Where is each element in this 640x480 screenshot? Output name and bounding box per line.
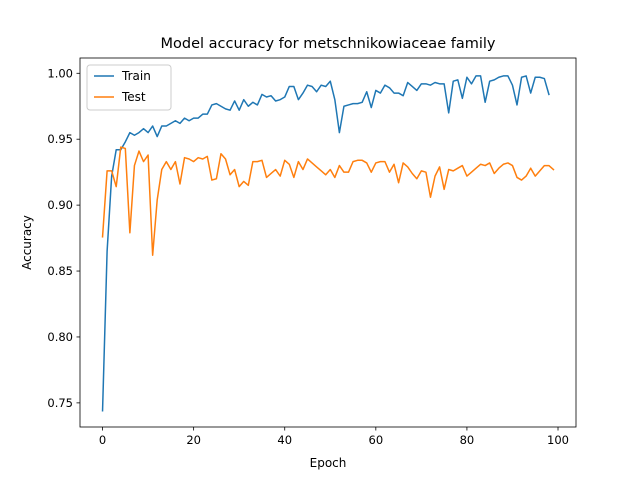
x-tick-label: 100 [547, 433, 569, 447]
plot-area [101, 75, 555, 412]
axis-ticks: 0 20 40 60 80 100 0.75 0.80 0.85 0.90 0.95 1.00 [47, 66, 569, 447]
x-tick-label: 80 [460, 433, 475, 447]
y-tick-label: 0.80 [47, 330, 73, 344]
series-line-train [101, 75, 550, 412]
legend-label-test: Test [121, 90, 146, 104]
y-tick-label: 0.75 [47, 396, 73, 410]
x-tick-label: 20 [186, 433, 201, 447]
series-line-test [101, 146, 555, 256]
y-tick-label: 1.00 [47, 66, 73, 80]
axes-frame [79, 57, 577, 428]
legend-label-train: Train [121, 69, 151, 83]
y-tick-label: 0.85 [47, 264, 73, 278]
chart-title: Model accuracy for metschnikowiaceae fam… [161, 36, 496, 52]
x-tick-label: 40 [277, 433, 292, 447]
y-tick-label: 0.90 [47, 198, 73, 212]
y-axis-label: Accuracy [20, 215, 34, 270]
x-axis-label: Epoch [310, 456, 347, 470]
x-tick-label: 60 [369, 433, 384, 447]
y-tick-label: 0.95 [47, 132, 73, 146]
x-tick-label: 0 [99, 433, 106, 447]
legend: Train Test [86, 64, 172, 111]
